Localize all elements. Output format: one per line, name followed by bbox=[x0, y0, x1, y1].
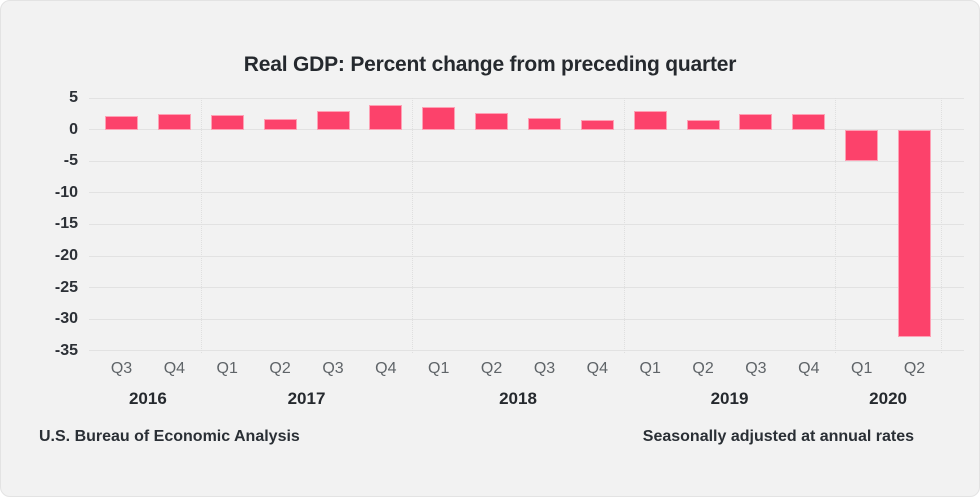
year-label: 2020 bbox=[869, 389, 907, 408]
y-axis-tick-label: -15 bbox=[54, 215, 78, 233]
quarter-label: Q4 bbox=[586, 360, 608, 377]
quarter-label: Q1 bbox=[216, 360, 238, 377]
bar bbox=[422, 106, 456, 130]
gridline-horizontal bbox=[89, 350, 964, 352]
y-axis-tick-label: -10 bbox=[54, 183, 78, 201]
quarter-label: Q3 bbox=[745, 360, 767, 377]
quarter-label: Q3 bbox=[533, 360, 556, 377]
year-label: 2017 bbox=[287, 389, 326, 408]
quarter-label: Q3 bbox=[322, 360, 344, 377]
bar bbox=[845, 129, 879, 162]
bar bbox=[316, 111, 350, 130]
y-axis-tick-label: -25 bbox=[54, 278, 78, 296]
quarter-label: Q4 bbox=[375, 360, 397, 377]
bar bbox=[105, 115, 138, 130]
bar bbox=[792, 113, 826, 130]
bar bbox=[686, 120, 720, 130]
source-attribution: U.S. Bureau of Economic Analysis bbox=[39, 428, 300, 445]
quarter-label: Q3 bbox=[110, 360, 133, 377]
bar bbox=[739, 114, 773, 130]
gridline-horizontal bbox=[89, 192, 964, 194]
gridline-horizontal bbox=[89, 318, 964, 320]
gridline-vertical bbox=[623, 98, 625, 353]
gridline-vertical bbox=[941, 98, 942, 353]
quarter-label: Q1 bbox=[851, 360, 873, 377]
chart-title: Real GDP: Percent change from preceding … bbox=[243, 53, 737, 76]
bar bbox=[898, 129, 931, 338]
quarter-label: Q4 bbox=[163, 360, 186, 377]
bar bbox=[369, 105, 403, 130]
y-axis-tick-label: 0 bbox=[69, 120, 78, 138]
bar bbox=[263, 118, 297, 130]
y-axis-tick-label: -35 bbox=[54, 341, 78, 359]
y-axis-tick-label: 5 bbox=[69, 89, 78, 106]
gridline-horizontal bbox=[89, 129, 964, 131]
quarter-label: Q2 bbox=[480, 360, 503, 377]
gridline-horizontal bbox=[89, 287, 964, 289]
gridline-horizontal bbox=[89, 160, 964, 162]
quarter-label: Q2 bbox=[903, 360, 926, 377]
quarter-label: Q4 bbox=[798, 360, 820, 377]
bar bbox=[210, 115, 244, 130]
gridline-horizontal bbox=[89, 223, 964, 225]
bar bbox=[157, 113, 191, 130]
bar bbox=[528, 117, 561, 130]
gridline-vertical bbox=[200, 98, 202, 353]
year-label: 2016 bbox=[128, 389, 167, 408]
y-axis-tick-label: -5 bbox=[63, 152, 78, 170]
y-axis-tick-label: -20 bbox=[54, 247, 78, 264]
gridline-horizontal bbox=[89, 97, 964, 99]
bar bbox=[580, 120, 614, 130]
bar bbox=[475, 113, 509, 130]
year-label: 2018 bbox=[499, 389, 537, 408]
footer-note: Seasonally adjusted at annual rates bbox=[642, 428, 914, 445]
quarter-label: Q2 bbox=[692, 360, 714, 377]
quarter-label: Q1 bbox=[639, 360, 661, 377]
gridline-vertical bbox=[412, 98, 414, 353]
year-label: 2019 bbox=[710, 389, 749, 408]
quarter-label: Q2 bbox=[269, 360, 291, 377]
gridline-vertical bbox=[835, 98, 837, 353]
y-axis-tick-label: -30 bbox=[54, 310, 78, 328]
gridline-horizontal bbox=[89, 255, 964, 257]
quarter-label: Q1 bbox=[428, 360, 450, 377]
bar bbox=[633, 111, 667, 130]
